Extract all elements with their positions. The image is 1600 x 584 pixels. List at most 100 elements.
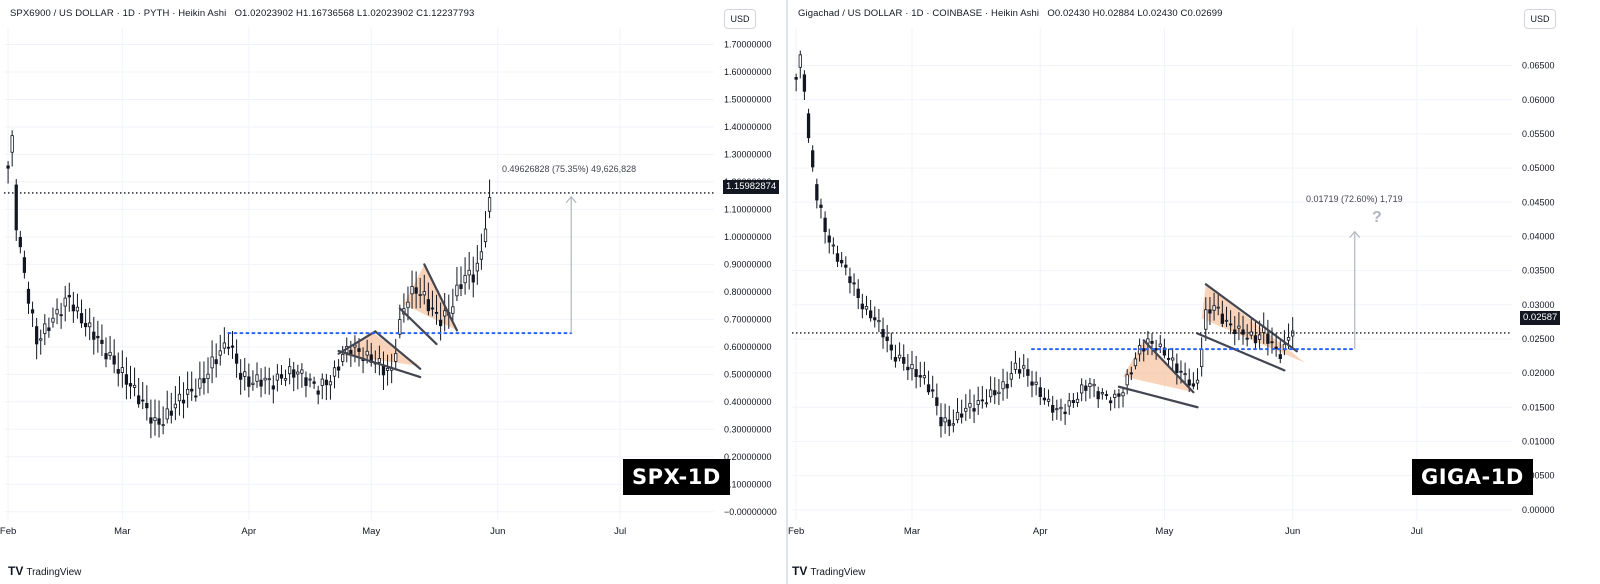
spx-candle-body — [304, 377, 308, 386]
spx-candle-body — [288, 366, 292, 375]
spx-candle-body — [63, 297, 67, 307]
spx-y-tick-label: −0.00000000 — [724, 507, 777, 517]
spx-candle-body — [463, 275, 467, 284]
giga-x-tick-label: Jun — [1285, 526, 1300, 537]
giga-candle-body — [1092, 383, 1096, 387]
tradingview-logo[interactable]: TV TradingView — [8, 564, 82, 578]
spx-exchange: PYTH — [143, 8, 170, 19]
giga-candle-body — [840, 259, 844, 264]
spx-candle-body — [308, 378, 312, 381]
giga-candle-body — [1042, 397, 1047, 401]
spx-candle-body — [128, 383, 133, 387]
spx-chart-canvas[interactable]: 1.70000000 1.60000000 1.50000000 1.40000000… — [0, 0, 786, 584]
spx-candle-body — [455, 284, 459, 297]
spx-header: SPX6900 / US DOLLAR · 1D · PYTH · Heikin… — [10, 8, 475, 19]
spx-measurement-label: 0.49626828 (75.35%) 49,626,828 — [502, 164, 637, 174]
spx-candle-body — [214, 359, 218, 365]
spx-y-tick-label: 0.20000000 — [724, 452, 772, 462]
giga-candle-body — [1034, 381, 1038, 385]
spx-current-price-tag: 1.15982874 — [723, 180, 780, 194]
spx-y-tick-label: 1.60000000 — [724, 67, 772, 77]
spx-candle-body — [39, 338, 43, 341]
giga-candle-body — [794, 77, 798, 80]
spx-candle-body — [161, 424, 165, 427]
giga-candle-body — [1187, 379, 1191, 386]
spx-x-tick-label: Mar — [114, 526, 130, 537]
giga-candle-body — [856, 288, 860, 299]
spx-symbol-badge: SPX-1D — [623, 459, 730, 495]
spx-flag-1-lower-line — [337, 349, 422, 379]
spx-candle-body — [18, 237, 22, 248]
spx-candle-body — [349, 349, 353, 354]
spx-candle-body — [332, 367, 337, 377]
spx-y-tick-label: 1.30000000 — [724, 149, 772, 159]
giga-candle-body — [1088, 383, 1092, 388]
spx-candle-body — [292, 369, 296, 378]
giga-candle-body — [980, 399, 984, 402]
giga-candle-body — [1117, 393, 1121, 397]
giga-candle-body — [827, 235, 831, 243]
spx-candle-body — [398, 319, 402, 335]
spx-x-tick-label: Jul — [614, 526, 626, 537]
giga-candle-body — [997, 391, 1001, 394]
giga-y-tick-label: 0.01500 — [1522, 402, 1555, 412]
spx-candle-body — [259, 379, 263, 387]
spx-candle-body — [230, 345, 235, 348]
giga-currency-button[interactable]: USD — [1524, 9, 1556, 29]
spx-y-tick-label: 1.10000000 — [724, 204, 772, 214]
giga-candle-body — [988, 389, 993, 398]
tradingview-logo-right[interactable]: TV TradingView — [792, 564, 866, 578]
giga-candle-body — [1191, 383, 1196, 387]
spx-candle-body — [71, 304, 75, 312]
giga-candle-body — [960, 413, 964, 418]
giga-candle-body — [1133, 358, 1138, 367]
giga-candle-body — [1063, 411, 1067, 415]
spx-candle-body — [157, 418, 161, 425]
spx-y-tick-label: 0.80000000 — [724, 287, 772, 297]
spx-candle-body — [443, 310, 447, 317]
giga-y-tick-label: 0.04500 — [1522, 197, 1555, 207]
giga-candle-body — [1175, 363, 1179, 374]
giga-y-tick-label: 0.03500 — [1522, 266, 1555, 276]
giga-y-tick-label: 0.03000 — [1522, 300, 1555, 310]
spx-candle-body — [51, 317, 55, 323]
giga-chart-canvas[interactable]: 0.06500 0.06000 0.05500 0.05000 0.04500 0.040… — [788, 0, 1600, 584]
spx-symbol: SPX6900 / US DOLLAR — [10, 8, 114, 19]
giga-flag-1-lower-line — [1117, 385, 1199, 409]
spx-candle-body — [406, 301, 410, 309]
spx-candle-body — [100, 339, 104, 344]
giga-candle-body — [1108, 400, 1113, 404]
spx-candle-body — [79, 313, 84, 324]
spx-candle-body — [30, 309, 35, 314]
giga-candle-body — [1150, 340, 1154, 344]
giga-x-tick-label: Feb — [788, 526, 804, 537]
spx-candle-body — [365, 350, 369, 356]
giga-symbol-badge: GIGA-1D — [1412, 459, 1533, 495]
spx-candle-body — [149, 417, 153, 424]
giga-symbol: Gigachad / US DOLLAR — [798, 8, 903, 19]
giga-candle-body — [1059, 406, 1063, 410]
tradingview-logo-icon: TV — [8, 564, 24, 578]
panel-divider[interactable] — [786, 0, 788, 584]
spx-y-tick-label: 0.70000000 — [724, 314, 772, 324]
giga-candle-body — [1245, 337, 1249, 340]
spx-style: Heikin Ashi — [178, 8, 227, 19]
spx-candle-body — [336, 366, 341, 371]
spx-candle-body — [475, 262, 479, 272]
spx-candle-body — [88, 322, 92, 328]
spx-flag-2-upper-line — [423, 263, 459, 332]
spx-candle-body — [165, 408, 169, 420]
giga-y-tick-label: 0.01000 — [1522, 436, 1555, 446]
giga-candle-body — [897, 354, 902, 359]
spx-candle-body — [26, 288, 31, 304]
giga-candle-body — [852, 282, 856, 285]
giga-candle-body — [1162, 347, 1167, 356]
giga-candle-body — [943, 417, 947, 423]
giga-candle-body — [881, 329, 885, 338]
spx-candle-body — [35, 326, 39, 345]
giga-flag-2-upper-line — [1204, 283, 1298, 353]
spx-candle-body — [22, 257, 27, 273]
spx-x-tick-label: Jun — [490, 526, 505, 537]
spx-currency-button[interactable]: USD — [724, 9, 756, 29]
spx-candle-body — [96, 335, 100, 339]
